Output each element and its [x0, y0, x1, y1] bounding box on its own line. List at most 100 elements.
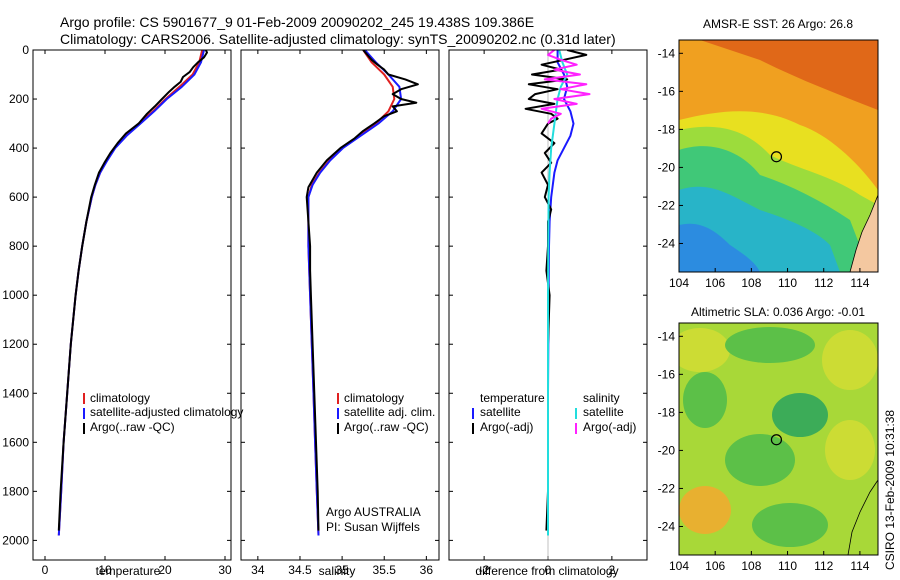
- series-argo-raw-qc-: [57, 50, 208, 531]
- series-satellite-adj-clim-: [307, 50, 403, 536]
- map-ytick-label: -24: [658, 519, 676, 533]
- ytick-label-depth: 1400: [2, 386, 29, 400]
- series-salinity-argo-adj-: [540, 50, 591, 125]
- sla-blob-green-3: [772, 393, 828, 437]
- map-ytick-label: -14: [658, 46, 676, 60]
- salinity-axes: 34 34.5 35 35.5 36: [241, 49, 439, 577]
- xtick-label-difference: 0: [545, 563, 552, 577]
- temperature-xlabel: temperature: [96, 564, 161, 578]
- argo-location-marker: [770, 151, 783, 163]
- ytick-label-depth: 0: [22, 43, 29, 57]
- salinity-lines: [305, 50, 419, 536]
- difference-xlabel: difference from climatology: [475, 564, 618, 578]
- salinity-annotation-line1: Argo AUSTRALIA: [326, 505, 421, 519]
- ytick-label-depth: 1000: [2, 288, 29, 302]
- salinity-frame: [240, 49, 440, 561]
- sla-blob-orange: [679, 486, 731, 534]
- map-xtick-label: 106: [705, 276, 725, 290]
- difference-legend-salinity-heading: salinity: [583, 391, 620, 405]
- temperature-legend-satellite: satellite-adjusted climatology: [90, 405, 243, 419]
- map-ytick-label: -16: [658, 367, 676, 381]
- xtick-label-temperature: 10: [98, 563, 112, 577]
- ytick-label-depth: 400: [9, 141, 29, 155]
- salinity-annotation-line2: PI: Susan Wijffels: [326, 520, 420, 534]
- map-ytick-label: -20: [658, 443, 676, 457]
- sst-map-field: [679, 40, 878, 272]
- xtick-label-salinity: 35: [335, 563, 349, 577]
- sla-map-field: [679, 323, 878, 555]
- map-ytick-label: -16: [658, 84, 676, 98]
- map-xtick-label: 104: [669, 276, 689, 290]
- difference-panel: -2 0 2 difference from climatology tempera…: [448, 49, 648, 578]
- series-temperature-satellite: [547, 50, 575, 536]
- series-salinity-satellite: [547, 50, 569, 536]
- salinity-legend-satellite: satellite adj. clim.: [344, 405, 435, 419]
- temperature-legend-climatology: climatology: [90, 391, 150, 405]
- map-xtick-label: 108: [741, 276, 761, 290]
- argo-location-marker: [770, 434, 783, 446]
- ytick-label-depth: 1200: [2, 337, 29, 351]
- temperature-legend: climatology satellite-adjusted climatolo…: [83, 391, 243, 434]
- series-satellite-adjusted-climatology: [57, 50, 205, 536]
- salinity-xlabel: salinity: [319, 564, 356, 578]
- ytick-label-depth: 800: [9, 239, 29, 253]
- difference-legend: temperature satellite Argo(-adj) salinit…: [472, 391, 636, 434]
- salinity-legend: climatology satellite adj. clim. Argo(..…: [337, 391, 435, 434]
- series-climatology: [57, 50, 204, 536]
- xtick-label-difference: -2: [479, 563, 490, 577]
- salinity-legend-argo: Argo(..raw -QC): [344, 420, 429, 434]
- map-ytick-label: -20: [658, 160, 676, 174]
- sla-blob-green-5: [752, 503, 828, 547]
- sla-map-axes: 104 106 108 110 112 114 -14 -16 -18 -20 -22 -24: [658, 329, 870, 573]
- sla-blob-green-4: [725, 434, 795, 486]
- ytick-label-depth: 1600: [2, 435, 29, 449]
- temperature-frame: [32, 49, 232, 561]
- sla-blob-yellow-3: [825, 420, 875, 480]
- temperature-axes: 0 10 20 30 0 200 400 600 800 1000 1200 1400 1600 1800…: [2, 43, 232, 577]
- xtick-label-salinity: 36: [420, 563, 434, 577]
- ytick-label-depth: 1800: [2, 484, 29, 498]
- temperature-lines: [57, 50, 208, 536]
- difference-lines: [524, 50, 591, 560]
- xtick-label-temperature: 20: [158, 563, 172, 577]
- xtick-label-salinity: 35.5: [373, 563, 397, 577]
- difference-legend-temperature-heading: temperature: [480, 391, 545, 405]
- series-argo-raw-qc-: [305, 50, 419, 531]
- difference-legend-temp-argo: Argo(-adj): [480, 420, 533, 434]
- series-climatology: [307, 50, 396, 536]
- temperature-legend-argo: Argo(..raw -QC): [90, 420, 175, 434]
- title-line2: Climatology: CARS2006. Satellite-adjuste…: [60, 31, 616, 47]
- sla-land-outline: [847, 479, 878, 555]
- difference-legend-sal-satellite: satellite: [583, 405, 624, 419]
- sst-warm-band: [679, 40, 878, 110]
- sst-map-axes: 104 106 108 110 112 114 -14 -16 -18 -20 -22 -24: [658, 46, 870, 290]
- xtick-label-salinity: 34: [251, 563, 265, 577]
- title-line1: Argo profile: CS 5901677_9 01-Feb-2009 2…: [60, 14, 534, 30]
- map-xtick-label: 112: [814, 276, 833, 290]
- salinity-panel: 34 34.5 35 35.5 36 salinity climatology sate…: [240, 49, 440, 578]
- sla-map-title: Altimetric SLA: 0.036 Argo: -0.01: [691, 305, 865, 319]
- map-xtick-label: 114: [850, 559, 869, 573]
- sla-blob-green-1: [725, 327, 815, 363]
- salinity-legend-climatology: climatology: [344, 391, 404, 405]
- temperature-panel: 0 10 20 30 0 200 400 600 800 1000 1200 1400 1600 1800…: [2, 43, 243, 578]
- sst-land: [849, 194, 878, 272]
- map-xtick-label: 104: [669, 559, 689, 573]
- difference-legend-temp-satellite: satellite: [480, 405, 521, 419]
- sla-map-frame: [678, 322, 879, 556]
- map-ytick-label: -24: [658, 236, 676, 250]
- series-temperature-argo-adj-: [524, 50, 588, 531]
- sst-map-frame: [678, 39, 879, 273]
- map-ytick-label: -22: [658, 198, 676, 212]
- side-label: CSIRO 13-Feb-2009 10:31:38: [883, 410, 897, 570]
- sla-blob-yellow-1: [679, 328, 730, 372]
- map-ytick-label: -14: [658, 329, 676, 343]
- difference-legend-sal-argo: Argo(-adj): [583, 420, 636, 434]
- sst-map-title: AMSR-E SST: 26 Argo: 26.8: [703, 17, 853, 31]
- ytick-label-depth: 600: [9, 190, 29, 204]
- sla-map-panel: Altimetric SLA: 0.036 Argo: -0.01 104 106…: [658, 305, 879, 573]
- map-xtick-label: 114: [850, 276, 869, 290]
- map-ytick-label: -18: [658, 122, 676, 136]
- sla-blob-green-2: [683, 372, 727, 428]
